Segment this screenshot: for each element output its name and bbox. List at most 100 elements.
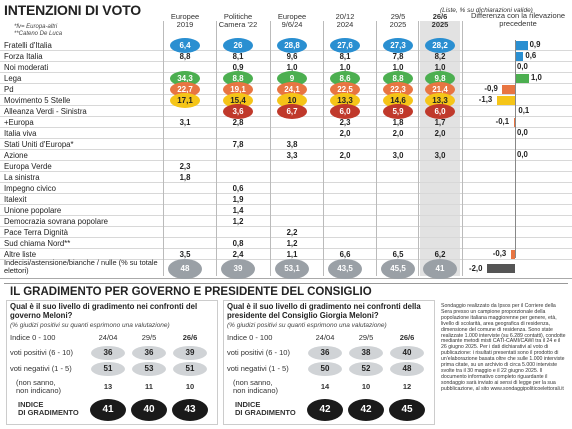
footnotes: *fv= Europa-altri **Cateno De Luca xyxy=(14,24,62,38)
value-badge: 6,4 xyxy=(170,38,200,53)
value-badge: 6,7 xyxy=(277,104,307,119)
footnote-1: *fv= Europa-altri xyxy=(14,24,58,30)
diff-bar xyxy=(513,118,515,127)
value-cell: 9,6 xyxy=(286,52,298,61)
panel-question: Qual è il suo livello di gradimento nei … xyxy=(227,302,421,320)
party-name: +Europa xyxy=(4,118,34,127)
panel-box xyxy=(6,300,218,425)
approval-value: 51 xyxy=(91,362,125,376)
value-cell: 1,8 xyxy=(179,173,191,182)
dont-know-value: 11 xyxy=(145,382,153,391)
dont-know-value: 13 xyxy=(103,382,113,391)
value-cell: 1,1 xyxy=(286,250,298,259)
dont-know-value: 10 xyxy=(185,382,195,391)
totals-name: Indecisi/astensione/bianche / nulle (% s… xyxy=(4,258,158,275)
value-cell: 2,8 xyxy=(232,118,244,127)
value-cell: 2,0 xyxy=(434,129,446,138)
diff-value: 0,0 xyxy=(517,62,528,71)
value-cell: 3,1 xyxy=(179,118,191,127)
column-header: 20/12 2024 xyxy=(325,13,365,29)
panel-question-note: (% giudizi positivi su quanti esprimono … xyxy=(227,322,387,329)
value-cell: 6,2 xyxy=(434,250,446,259)
party-name: Sud chiama Nord** xyxy=(4,239,71,248)
positive-votes-label: voti positivi (6 - 10) xyxy=(10,348,73,357)
totals-badge: 45,5 xyxy=(381,259,415,279)
index-title: INDICE xyxy=(18,400,44,409)
party-row: Italia viva 2,0 2,0 2,0 0,0 xyxy=(0,128,572,139)
date-header: 29/5 xyxy=(358,333,374,342)
party-name: Impegno civico xyxy=(4,184,57,193)
value-cell: 0,6 xyxy=(232,184,244,193)
value-cell: 1,7 xyxy=(434,118,446,127)
party-name: Fratelli d'Italia xyxy=(4,41,52,50)
party-name: Movimento 5 Stelle xyxy=(4,96,71,105)
diff-value: 0,1 xyxy=(518,106,530,115)
index-title: INDICE xyxy=(235,400,261,409)
column-header-line1: 20/12 xyxy=(335,12,355,21)
column-divider xyxy=(418,21,419,276)
totals-row: Indecisi/astensione/bianche / nulle (% s… xyxy=(0,258,572,279)
party-row: La sinistra 1,8 xyxy=(0,172,572,183)
party-row: Europa Verde 2,3 xyxy=(0,161,572,172)
dont-know-label: non indicano) xyxy=(233,386,279,395)
value-cell: 2,3 xyxy=(339,118,351,127)
dont-know-value: 12 xyxy=(402,382,412,391)
diff-value: -0,1 xyxy=(495,117,510,126)
value-badge: 27,3 xyxy=(383,38,413,53)
column-header: Politiche Camera '22 xyxy=(218,13,258,29)
value-cell: 6,6 xyxy=(339,250,351,259)
column-header: Europee 2019 xyxy=(165,13,205,29)
party-name: Italexit xyxy=(4,195,27,204)
diff-value: -0,9 xyxy=(484,84,498,93)
latest-column-shade xyxy=(420,21,460,276)
party-name: Europa Verde xyxy=(4,162,52,171)
value-badge: 28,8 xyxy=(277,38,307,53)
date-header: 26/6 xyxy=(399,333,415,342)
approval-index: 43 xyxy=(172,399,208,421)
diff-value: 0,0 xyxy=(517,128,528,137)
column-header-line2: 2025 xyxy=(431,20,449,29)
party-name: Azione xyxy=(4,151,28,160)
value-badge: 6,0 xyxy=(330,104,360,119)
totals-badge: 39 xyxy=(221,259,255,279)
party-name: Democrazia sovrana popolare xyxy=(4,217,109,226)
totals-badge: 53,1 xyxy=(275,259,309,279)
approval-value: 36 xyxy=(91,346,125,360)
value-cell: 1,8 xyxy=(392,118,404,127)
value-cell: 1,2 xyxy=(286,239,298,248)
date-header: 26/6 xyxy=(182,333,198,342)
approval-index: 40 xyxy=(131,399,167,421)
diff-zero-line xyxy=(515,40,516,258)
party-name: Pace Terra Dignità xyxy=(4,228,68,237)
party-row: Pace Terra Dignità 2,2 xyxy=(0,227,572,238)
approval-value: 39 xyxy=(173,346,207,360)
party-row: Azione 3,3 2,0 3,0 3,0 0,0 xyxy=(0,150,572,161)
column-divider xyxy=(376,21,377,276)
approval-value: 51 xyxy=(173,362,207,376)
footnote-2: **Cateno De Luca xyxy=(14,31,63,37)
diff-value: 1,0 xyxy=(531,73,542,82)
value-cell: 7,8 xyxy=(232,140,244,149)
party-row: Democrazia sovrana popolare 1,2 xyxy=(0,216,572,227)
column-header-line1: Europee xyxy=(277,12,307,21)
column-header-line1: Europee xyxy=(170,12,200,21)
party-row: Alleanza Verdi - Sinistra 3,6 6,7 6,0 5,9 6,0… xyxy=(0,104,572,119)
value-cell: 1,2 xyxy=(232,217,244,226)
value-cell: 3,0 xyxy=(392,151,404,160)
diff-value: 0,9 xyxy=(529,40,541,49)
party-name: Unione popolare xyxy=(4,206,62,215)
value-badge: 5,9 xyxy=(383,104,413,119)
totals-badge: 41 xyxy=(423,259,457,279)
value-badge: 3,6 xyxy=(223,104,253,119)
dont-know-value: 14 xyxy=(320,382,330,391)
party-name: Altre liste xyxy=(4,250,37,259)
methodology-note: Sondaggio realizzato da Ipsos per il Cor… xyxy=(441,303,566,392)
diff-bar xyxy=(515,52,524,61)
value-cell: 8,2 xyxy=(434,52,446,61)
approval-index: 45 xyxy=(389,399,425,421)
date-header: 24/04 xyxy=(98,333,118,342)
approval-value: 40 xyxy=(390,346,424,360)
value-cell: 1,0 xyxy=(286,63,298,72)
party-name: Alleanza Verdi - Sinistra xyxy=(4,107,87,116)
party-row: Fratelli d'Italia 6,4 26 28,8 27,6 27,3 28,2 0,… xyxy=(0,38,572,53)
